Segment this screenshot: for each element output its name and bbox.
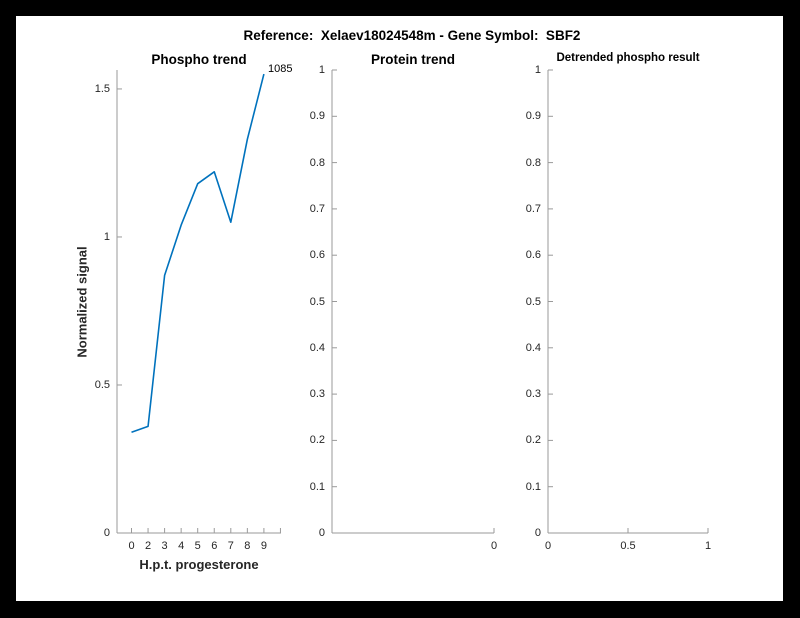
plot2-ytick-label: 0.6 [309,249,325,262]
plot2-ytick-label: 0.7 [309,202,325,215]
plot1-xlabel: H.p.t. progesterone [139,557,259,572]
plot3-xtick-label: 0 [544,540,552,552]
plot3-ytick-label: 0.9 [525,110,541,123]
figure-page: Reference: Xelaev18024548m - Gene Symbol… [16,16,783,601]
plot1-ytick-label: 0 [103,527,110,539]
plot2-ytick-label: 0.2 [309,434,325,447]
axes-canvas [116,69,709,534]
plot2-xtick-label: 0 [490,540,498,552]
plot3-ytick-label: 0.6 [525,249,541,262]
plot1-ylabel: Normalized signal [74,246,90,358]
plot3-ytick-label: 1 [534,64,541,76]
plot1-title: Phospho trend [151,52,247,67]
figure-title: Reference: Xelaev18024548m - Gene Symbol… [243,28,581,43]
plot3-ytick-label: 0.1 [525,480,541,493]
plot1-xtick-label: 7 [227,540,234,552]
plot1-ytick-label: 1.5 [94,82,110,95]
plot3-xtick-label: 1 [704,540,712,552]
plot1-xtick-label: 0 [128,540,135,552]
plot2-ytick-label: 0.1 [309,480,325,493]
plot3-ytick-label: 0.2 [525,434,541,447]
plot1-xtick-label: 5 [194,540,201,552]
plot1-xtick-label: 4 [178,540,185,552]
plot3-ytick-label: 0.7 [525,202,541,215]
plot3-ytick-label: 0.8 [525,156,541,169]
plot1-ytick-label: 1 [103,230,110,243]
plot2-ytick-label: 0.4 [309,341,325,354]
plot1-xtick-label: 9 [260,540,267,552]
plot1-xtick-label: 8 [244,540,251,552]
plot2-ytick-label: 0.9 [309,110,325,123]
plot3-ytick-label: 0.5 [525,295,541,308]
plot1-ytick-label: 0.5 [94,378,110,391]
plot2-ytick-label: 0.3 [309,388,325,401]
plot3-ytick-label: 0 [534,527,541,539]
plot3-ytick-label: 0.3 [525,388,541,401]
plot1-data-line [131,73,265,434]
plot1-xtick-label: 2 [144,540,152,552]
plot1-endpoint-label: 1085 [268,63,293,75]
plot2-ytick-label: 0.5 [309,295,325,308]
plot2-ytick-label: 0.8 [309,156,325,169]
plot3-ytick-label: 0.4 [525,341,541,354]
plot3-xtick-label: 0.5 [620,540,636,552]
plot2-ytick-label: 0 [318,527,325,539]
plot2-ytick-label: 1 [318,64,325,76]
plot2-title: Protein trend [370,52,456,67]
plot3-title: Detrended phospho result [556,52,700,64]
plot1-xtick-label: 6 [211,540,218,552]
plot1-xtick-label: 3 [161,540,168,552]
